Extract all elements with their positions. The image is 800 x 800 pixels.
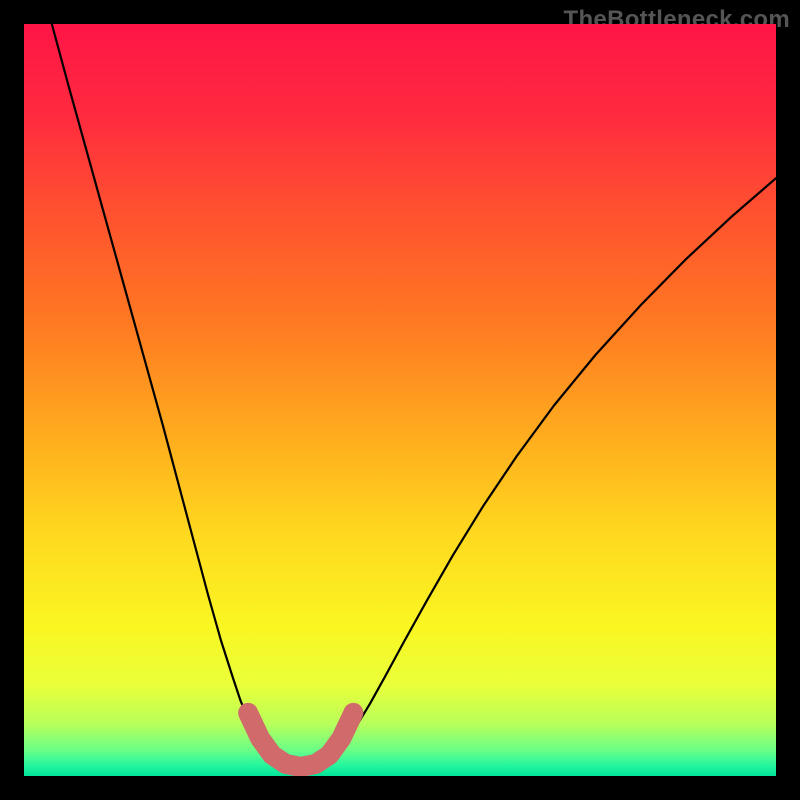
plot-area xyxy=(24,24,776,776)
chart-root: TheBottleneck.com xyxy=(0,0,800,800)
plot-svg xyxy=(24,24,776,776)
